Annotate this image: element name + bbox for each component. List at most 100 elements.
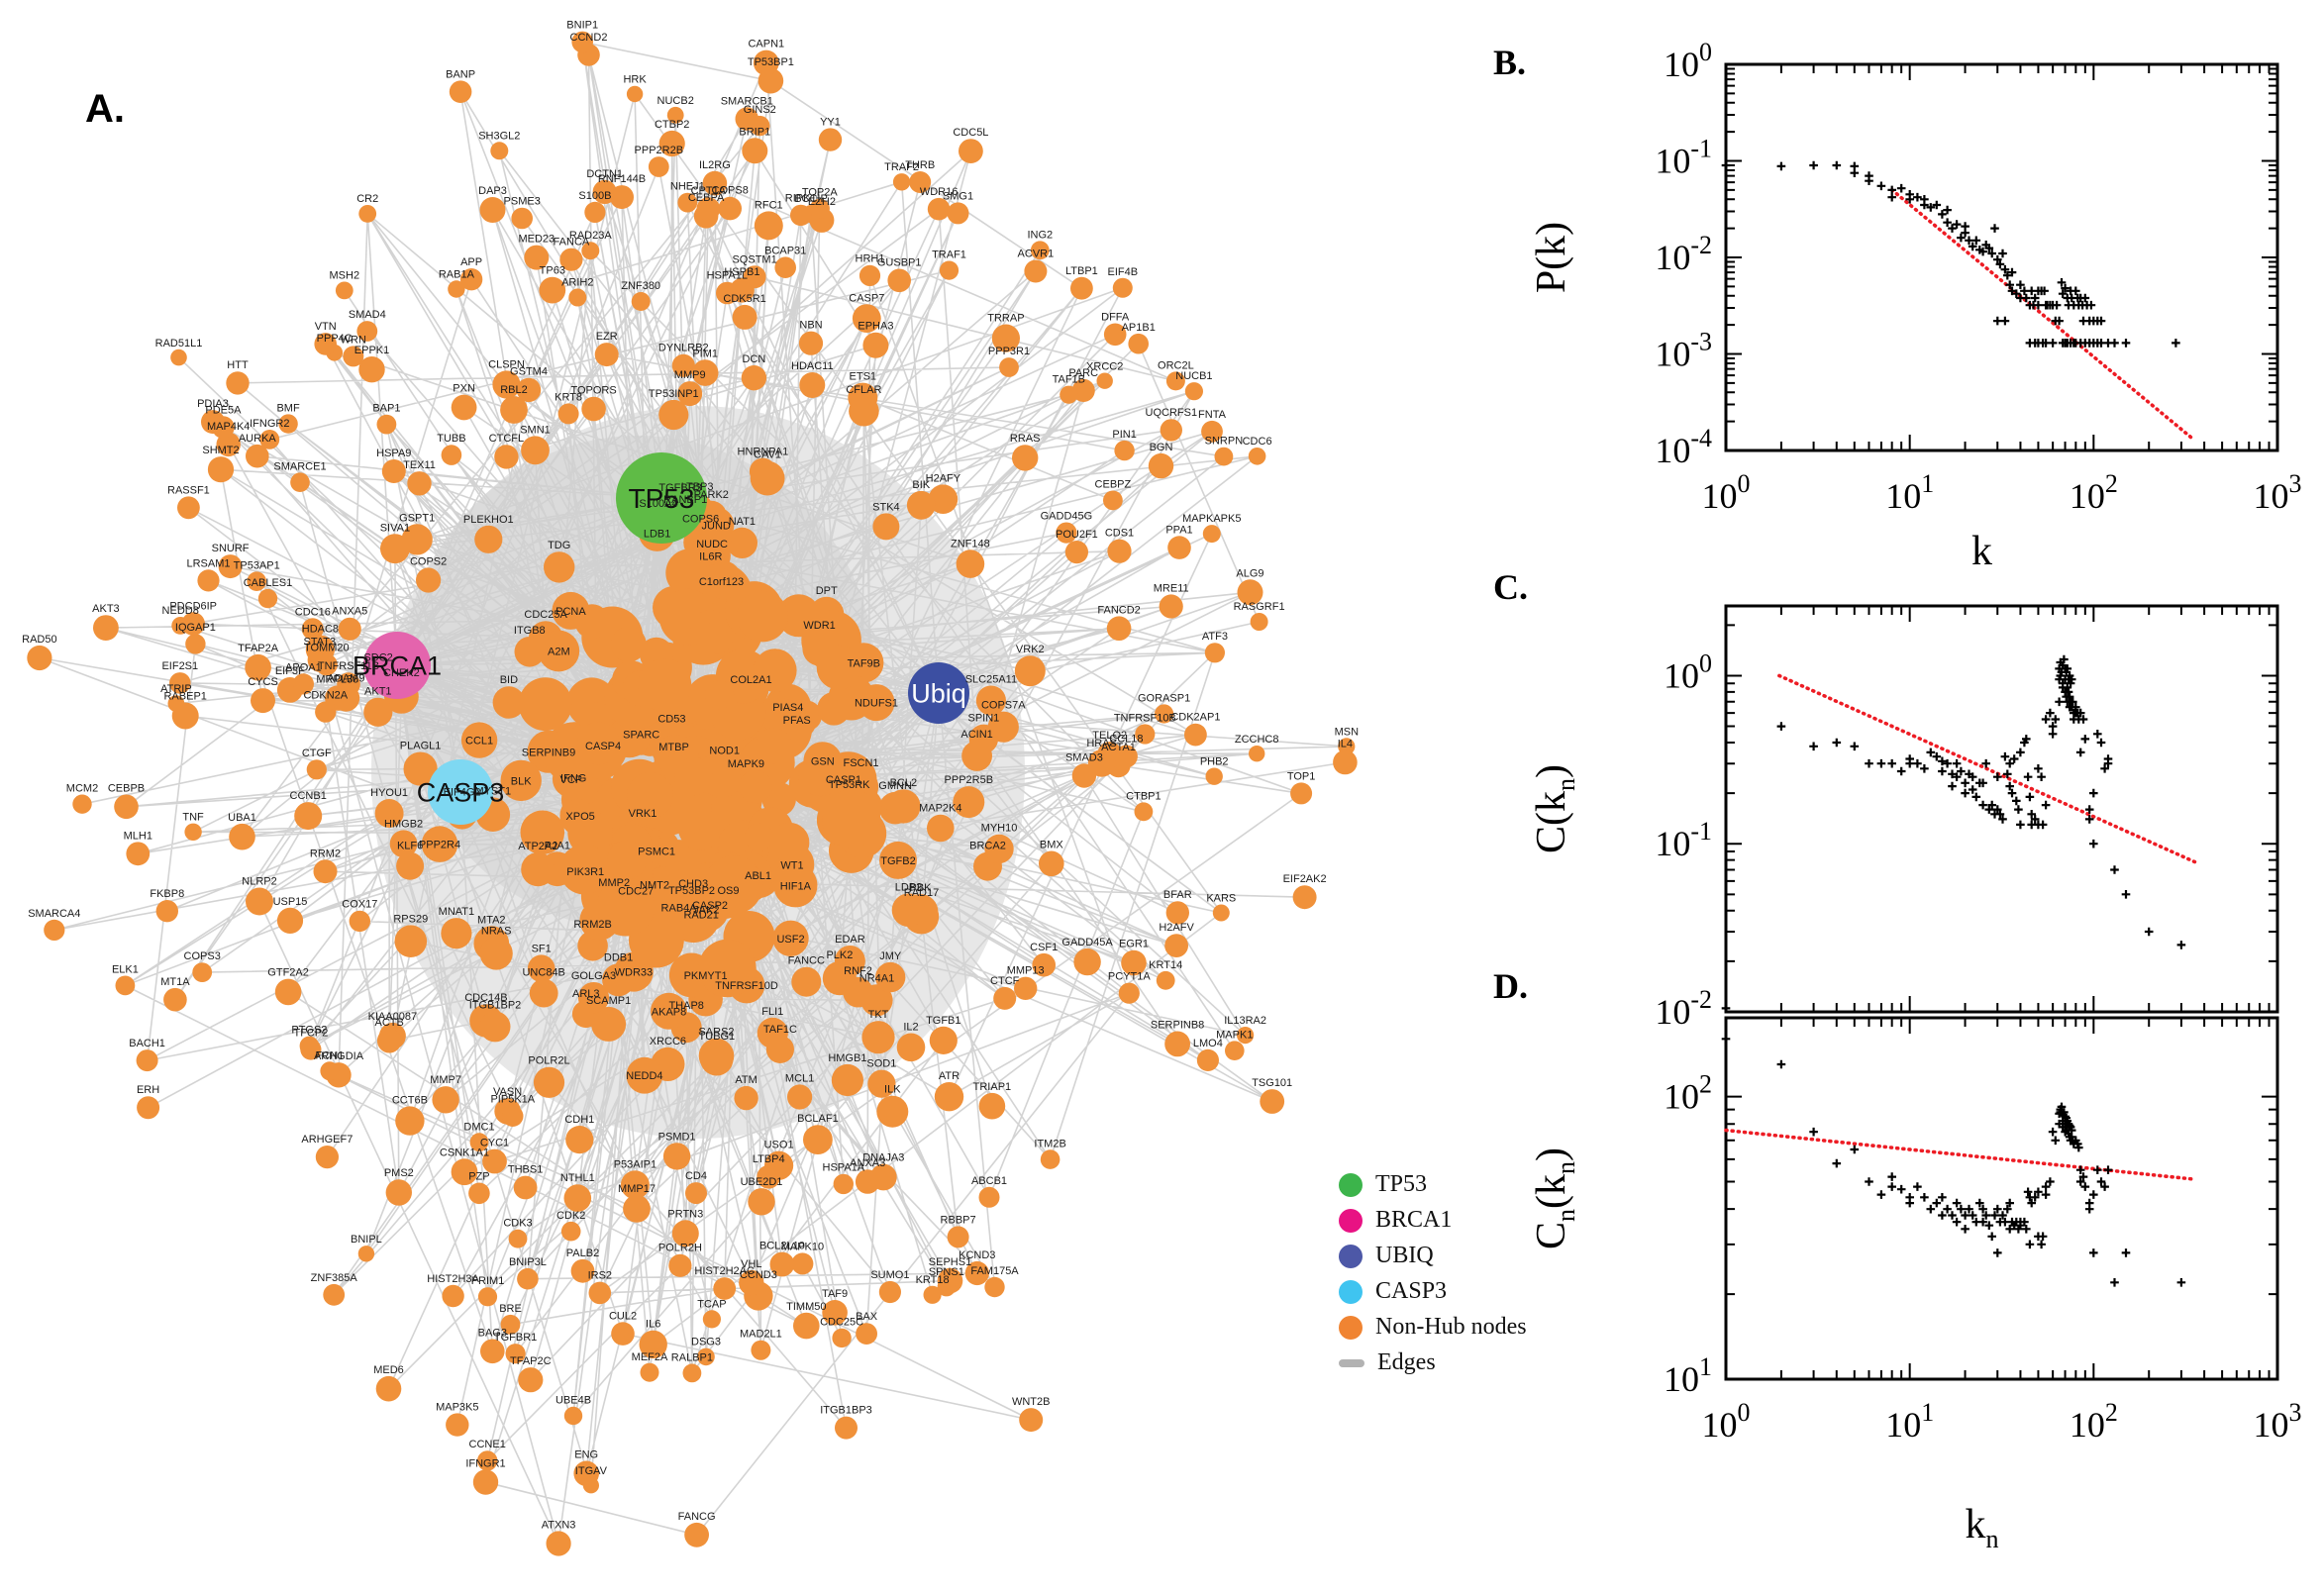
network-node[interactable] bbox=[565, 1126, 594, 1154]
network-node[interactable] bbox=[381, 459, 406, 483]
network-node[interactable] bbox=[441, 918, 472, 949]
network-node[interactable] bbox=[432, 1086, 459, 1114]
network-node[interactable] bbox=[492, 370, 521, 399]
network-node[interactable] bbox=[849, 395, 879, 427]
network-node[interactable] bbox=[648, 156, 669, 177]
network-node[interactable] bbox=[581, 242, 600, 260]
network-node[interactable] bbox=[245, 444, 269, 468]
hub-node-casp3[interactable] bbox=[428, 759, 493, 825]
network-node[interactable] bbox=[323, 1283, 346, 1306]
network-node[interactable] bbox=[247, 571, 266, 591]
network-node[interactable] bbox=[315, 1146, 339, 1169]
network-node[interactable] bbox=[978, 1186, 1000, 1208]
network-node[interactable] bbox=[961, 741, 992, 771]
network-node[interactable] bbox=[201, 410, 225, 435]
network-node[interactable] bbox=[1014, 655, 1046, 687]
network-node[interactable] bbox=[809, 198, 830, 219]
network-node[interactable] bbox=[702, 1310, 722, 1329]
network-node[interactable] bbox=[596, 877, 656, 937]
network-node[interactable] bbox=[773, 863, 818, 908]
network-node[interactable] bbox=[1202, 525, 1221, 544]
network-node[interactable] bbox=[376, 414, 397, 435]
network-node[interactable] bbox=[335, 281, 354, 300]
network-node[interactable] bbox=[1039, 850, 1064, 877]
network-node[interactable] bbox=[559, 248, 583, 271]
network-node[interactable] bbox=[259, 430, 280, 449]
network-node[interactable] bbox=[799, 372, 826, 398]
network-node[interactable] bbox=[524, 245, 550, 270]
network-node[interactable] bbox=[875, 961, 906, 993]
network-node[interactable] bbox=[1167, 536, 1191, 559]
network-node[interactable] bbox=[1290, 782, 1313, 805]
network-node[interactable] bbox=[292, 673, 314, 695]
network-node[interactable] bbox=[923, 1285, 942, 1304]
network-node[interactable] bbox=[374, 799, 404, 828]
network-node[interactable] bbox=[639, 1330, 667, 1359]
network-node[interactable] bbox=[658, 130, 685, 157]
hub-node-brca1[interactable] bbox=[363, 632, 431, 699]
network-node[interactable] bbox=[343, 346, 364, 367]
network-node[interactable] bbox=[1156, 970, 1175, 990]
network-node[interactable] bbox=[685, 1182, 707, 1205]
network-node[interactable] bbox=[1032, 952, 1056, 977]
network-node[interactable] bbox=[594, 343, 619, 367]
network-node[interactable] bbox=[939, 260, 960, 280]
network-node[interactable] bbox=[748, 1188, 775, 1216]
network-node[interactable] bbox=[798, 331, 824, 355]
hub-node-tp53[interactable] bbox=[616, 452, 707, 544]
network-node[interactable] bbox=[1112, 277, 1133, 298]
network-node[interactable] bbox=[529, 978, 558, 1008]
network-node[interactable] bbox=[896, 1033, 926, 1062]
network-node[interactable] bbox=[1237, 579, 1263, 606]
network-node[interactable] bbox=[558, 844, 610, 895]
network-node[interactable] bbox=[274, 978, 302, 1006]
network-node[interactable] bbox=[574, 604, 610, 640]
network-node[interactable] bbox=[313, 859, 338, 884]
network-node[interactable] bbox=[704, 855, 763, 915]
network-node[interactable] bbox=[207, 456, 235, 483]
network-node[interactable] bbox=[513, 1175, 538, 1200]
network-node[interactable] bbox=[1165, 371, 1185, 391]
network-node[interactable] bbox=[739, 1269, 764, 1296]
network-node[interactable] bbox=[756, 728, 792, 764]
network-node[interactable] bbox=[1249, 746, 1265, 762]
network-node[interactable] bbox=[1155, 704, 1174, 724]
network-node[interactable] bbox=[502, 1105, 524, 1128]
network-node[interactable] bbox=[514, 637, 546, 667]
network-node[interactable] bbox=[833, 1173, 854, 1195]
network-node[interactable] bbox=[494, 445, 519, 469]
network-node[interactable] bbox=[1164, 934, 1188, 957]
network-node[interactable] bbox=[276, 907, 304, 935]
network-node[interactable] bbox=[744, 823, 773, 851]
network-node[interactable] bbox=[582, 1477, 600, 1494]
network-node[interactable] bbox=[791, 966, 822, 997]
network-node[interactable] bbox=[602, 963, 636, 997]
network-node[interactable] bbox=[27, 645, 52, 671]
network-node[interactable] bbox=[1237, 1027, 1255, 1045]
network-node[interactable] bbox=[358, 356, 385, 383]
network-node[interactable] bbox=[163, 987, 187, 1012]
network-node[interactable] bbox=[1225, 1041, 1245, 1060]
network-node[interactable] bbox=[953, 786, 985, 819]
network-node[interactable] bbox=[671, 353, 695, 377]
network-node[interactable] bbox=[301, 618, 324, 641]
network-node[interactable] bbox=[713, 1277, 737, 1300]
network-node[interactable] bbox=[1087, 749, 1116, 777]
network-node[interactable] bbox=[306, 759, 327, 780]
network-node[interactable] bbox=[754, 211, 783, 241]
network-node[interactable] bbox=[741, 365, 767, 391]
network-node[interactable] bbox=[832, 1328, 852, 1348]
network-node[interactable] bbox=[1073, 948, 1101, 976]
network-node[interactable] bbox=[668, 1253, 692, 1277]
network-node[interactable] bbox=[861, 1021, 895, 1054]
network-node[interactable] bbox=[571, 31, 593, 53]
network-node[interactable] bbox=[651, 992, 687, 1030]
network-node[interactable] bbox=[459, 268, 483, 291]
network-node[interactable] bbox=[568, 288, 587, 307]
network-node[interactable] bbox=[737, 590, 788, 643]
network-node[interactable] bbox=[620, 1170, 650, 1200]
network-node[interactable] bbox=[856, 1323, 877, 1345]
network-node[interactable] bbox=[975, 685, 1007, 716]
network-node[interactable] bbox=[708, 568, 739, 600]
network-node[interactable] bbox=[753, 50, 779, 76]
